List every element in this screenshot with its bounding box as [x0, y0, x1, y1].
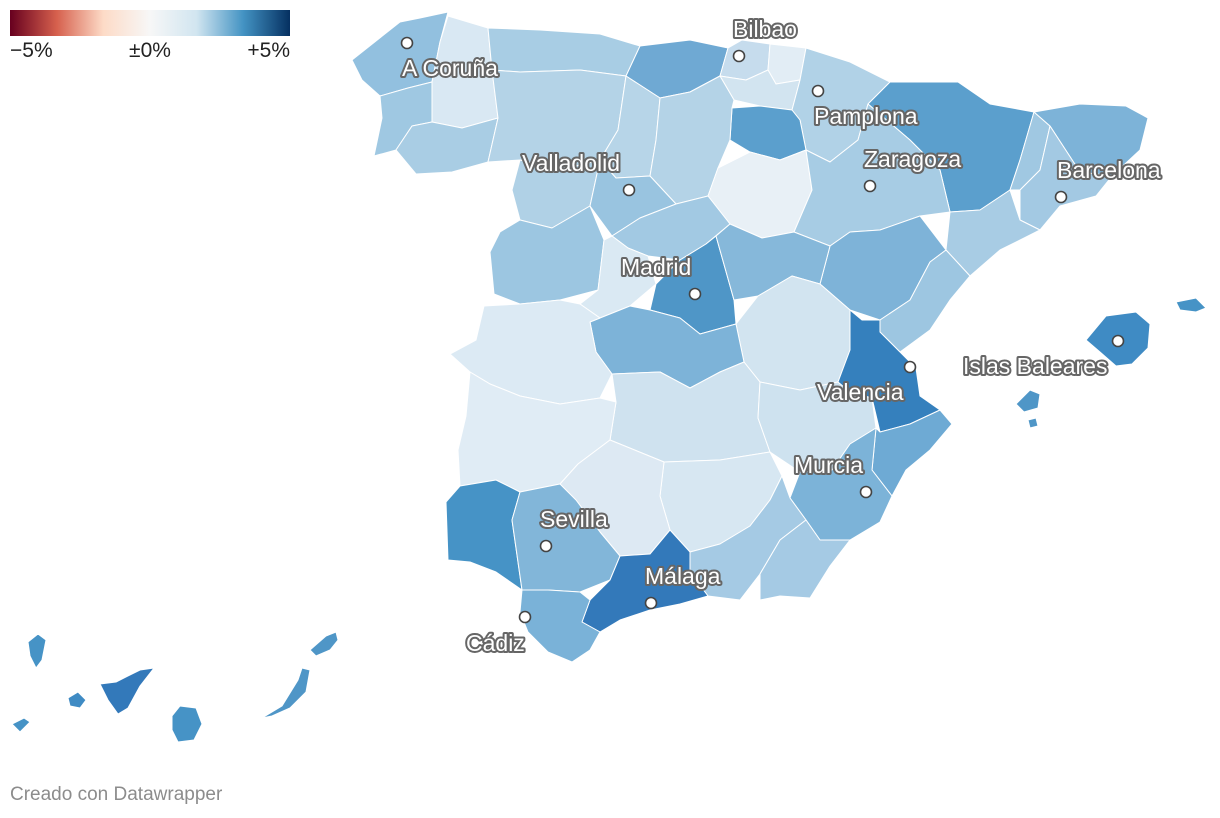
region-formentera[interactable]: [1027, 417, 1039, 429]
legend-min-label: −5%: [10, 39, 53, 62]
region-cadiz[interactable]: [519, 589, 601, 663]
mainland-regions: [351, 11, 1149, 663]
region-sevilla[interactable]: [511, 483, 621, 593]
city-dot[interactable]: [903, 360, 917, 374]
region-huelva[interactable]: [445, 479, 523, 591]
city-label: Valladolid: [522, 150, 620, 176]
city-dot[interactable]: [1111, 334, 1125, 348]
legend-mid-label: ±0%: [129, 39, 171, 62]
city-dot[interactable]: [1054, 190, 1068, 204]
legend-gradient-bar: [10, 10, 290, 36]
city-label: Sevilla: [540, 506, 608, 532]
city-markers: A Coruña Bilbao Pamplona Zaragoza Barcel…: [400, 14, 1163, 658]
city-label: A Coruña: [402, 55, 498, 81]
region-lanzarote[interactable]: [309, 631, 339, 657]
region-el-hierro[interactable]: [11, 717, 31, 733]
city-label: Islas Baleares: [963, 353, 1107, 379]
region-la-rioja[interactable]: [729, 105, 807, 161]
city-label: Murcia: [794, 452, 863, 478]
city-dot[interactable]: [811, 84, 825, 98]
city-dot[interactable]: [688, 287, 702, 301]
region-almeria[interactable]: [759, 519, 851, 601]
legend-max-label: +5%: [247, 39, 290, 62]
credit-text: Creado con Datawrapper: [10, 784, 223, 805]
region-caceres[interactable]: [449, 299, 613, 405]
city-dot[interactable]: [622, 183, 636, 197]
region-tenerife[interactable]: [99, 667, 155, 715]
city-dot[interactable]: [539, 539, 553, 553]
city-label: Bilbao: [733, 16, 797, 42]
city-label: Barcelona: [1057, 157, 1161, 183]
region-ourense[interactable]: [395, 117, 499, 175]
region-asturias[interactable]: [487, 27, 641, 77]
city-dot[interactable]: [863, 179, 877, 193]
region-gran-canaria[interactable]: [171, 705, 203, 743]
city-dot[interactable]: [518, 610, 532, 624]
region-fuerteventura[interactable]: [261, 667, 311, 719]
region-avila[interactable]: [579, 235, 657, 319]
city-label: Cádiz: [466, 630, 525, 656]
city-label: Valencia: [817, 379, 904, 405]
city-label: Málaga: [645, 563, 721, 589]
color-legend: −5% ±0% +5%: [10, 10, 290, 64]
city-label: Zaragoza: [864, 146, 961, 172]
region-la-gomera[interactable]: [67, 691, 87, 709]
region-burgos[interactable]: [649, 75, 735, 205]
region-la-palma[interactable]: [27, 633, 47, 669]
region-ibiza[interactable]: [1015, 389, 1041, 413]
city-label: Pamplona: [814, 103, 918, 129]
legend-ticks: −5% ±0% +5%: [10, 36, 290, 64]
city-dot[interactable]: [644, 596, 658, 610]
city-label: Madrid: [621, 254, 691, 280]
region-menorca[interactable]: [1175, 297, 1207, 313]
canary-islands: [11, 631, 339, 743]
city-dot[interactable]: [400, 36, 414, 50]
region-tarragona[interactable]: [945, 189, 1041, 277]
city-dot[interactable]: [732, 49, 746, 63]
city-dot[interactable]: [859, 485, 873, 499]
